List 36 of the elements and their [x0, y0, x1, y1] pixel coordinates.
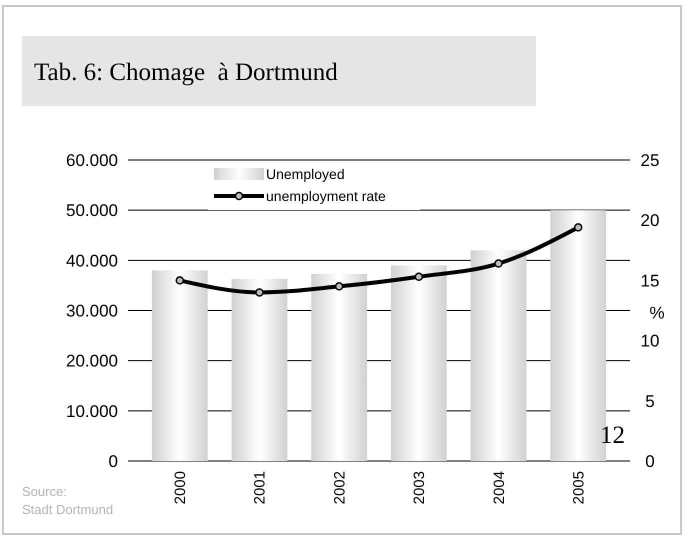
legend-label: unemployment rate — [266, 188, 386, 204]
y2-tick-label: 15 — [640, 271, 660, 290]
x-tick-label: 2002 — [331, 471, 348, 504]
point — [494, 259, 503, 268]
bar — [232, 278, 288, 461]
y2-tick-label: 10 — [640, 332, 660, 351]
y-tick-label: 40.000 — [66, 251, 118, 270]
y-tick-label: 10.000 — [66, 402, 118, 421]
y2-axis-title: % — [649, 303, 665, 322]
bar — [390, 265, 447, 461]
annotation: 12 — [600, 422, 625, 449]
source-note: Source: Stadt Dortmund — [22, 484, 114, 517]
point — [414, 272, 424, 282]
point — [574, 223, 582, 232]
x-tick-label: 2004 — [490, 471, 508, 504]
y-tick-label: 50.000 — [66, 201, 118, 220]
x-tick-label: 2001 — [252, 471, 269, 504]
legend-label: Unemployed — [266, 166, 345, 182]
y2-tick-label: 20 — [640, 211, 660, 230]
y2-tick-label: 5 — [645, 392, 655, 411]
chart-title: Tab. 6: Chomage à Dortmund — [34, 59, 338, 86]
x-tick-label: 2005 — [570, 471, 588, 504]
point — [176, 276, 184, 285]
bar — [311, 274, 368, 461]
y2-tick-label: 25 — [640, 150, 660, 170]
bar — [152, 270, 208, 461]
y2-tick-label: 0 — [645, 452, 655, 471]
y-tick-label: 60.000 — [66, 150, 118, 170]
point — [334, 282, 344, 291]
y-tick-label: 20.000 — [66, 352, 118, 371]
y-tick-label: 30.000 — [66, 301, 118, 320]
bar — [470, 250, 526, 461]
x-tick-label: 2000 — [172, 471, 190, 504]
point — [255, 288, 264, 297]
y-tick-label: 0 — [108, 452, 118, 471]
x-tick-label: 2003 — [411, 471, 428, 504]
